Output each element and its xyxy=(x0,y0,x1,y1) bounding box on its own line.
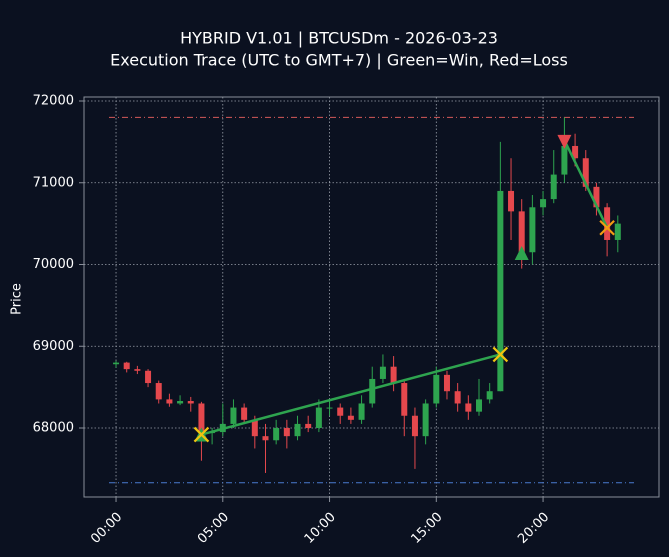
exit-marker xyxy=(599,219,615,236)
y-tick-label: 68000 xyxy=(33,421,74,436)
candle-body xyxy=(134,369,141,371)
candle-body xyxy=(614,223,621,240)
chart-subtitle: Execution Trace (UTC to GMT+7) | Green=W… xyxy=(110,51,568,70)
candle-body xyxy=(476,399,483,412)
candle-body xyxy=(411,415,418,437)
candle-body xyxy=(582,158,589,187)
candle-body xyxy=(443,374,450,392)
plot-area xyxy=(83,96,660,498)
candle-body xyxy=(262,436,269,441)
y-axis-label: Price xyxy=(10,283,25,315)
candle-body xyxy=(518,211,525,253)
y-tick-label: 70000 xyxy=(33,257,74,272)
candle-body xyxy=(497,190,504,392)
candle-body xyxy=(305,423,312,429)
candle-body xyxy=(540,199,547,208)
candle-body xyxy=(486,391,493,400)
candle-body xyxy=(155,383,162,400)
candle-body xyxy=(326,407,333,409)
y-tick-label: 71000 xyxy=(33,175,74,190)
candle-body xyxy=(113,362,120,365)
exit-marker xyxy=(193,426,210,443)
chart-title: HYBRID V1.01 | BTCUSDm - 2026-03-23 xyxy=(180,29,498,48)
candle-body xyxy=(166,399,173,404)
candle-body xyxy=(593,186,600,208)
candle-body xyxy=(401,383,408,416)
candle-body xyxy=(369,378,376,404)
candle-body xyxy=(273,428,280,441)
candle-body xyxy=(187,401,194,404)
entry-marker xyxy=(557,134,572,149)
candle-body xyxy=(347,415,354,420)
y-tick-label: 69000 xyxy=(33,339,74,354)
candle-body xyxy=(433,374,440,404)
candle-body xyxy=(508,190,515,212)
y-tick-label: 72000 xyxy=(33,94,74,109)
candle-body xyxy=(251,419,258,437)
candle-body xyxy=(454,391,461,404)
candle-body xyxy=(390,366,397,384)
trade-line xyxy=(563,139,609,229)
candle-body xyxy=(241,407,248,420)
candle-body xyxy=(550,174,557,200)
candle-body xyxy=(177,401,184,404)
candle-body xyxy=(465,403,472,412)
candle-body xyxy=(604,207,611,240)
candle-body xyxy=(198,403,205,433)
candle-body xyxy=(358,403,365,420)
candle-body xyxy=(230,407,237,424)
candle-body xyxy=(294,423,301,437)
candle-body xyxy=(379,366,386,379)
candle-body xyxy=(283,428,290,437)
candle-body xyxy=(145,370,152,384)
candle-body xyxy=(337,407,344,416)
candle-body xyxy=(529,207,536,253)
exit-marker xyxy=(492,346,509,363)
trade-line xyxy=(201,353,501,436)
candle-body xyxy=(315,407,322,429)
candle-body xyxy=(422,403,429,437)
candle-body xyxy=(572,145,579,159)
entry-marker xyxy=(514,246,529,261)
candle-body xyxy=(561,145,568,175)
candle-body xyxy=(123,362,130,370)
